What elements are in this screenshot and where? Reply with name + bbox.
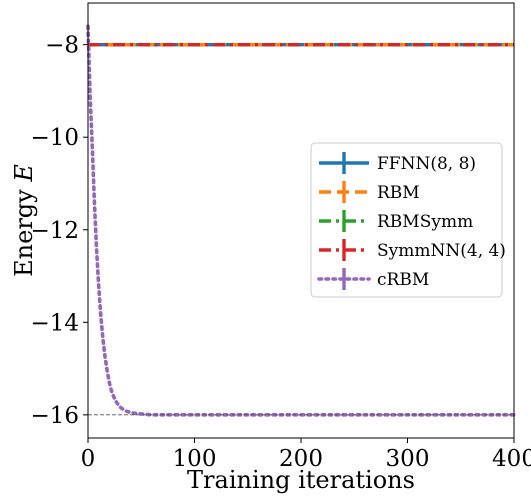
y-tick-label-0: −8: [45, 33, 79, 59]
x-tick-label-1: 100: [173, 446, 217, 472]
y-tick-label-3: −14: [30, 310, 79, 336]
y-axis-label-prefix: Energy: [10, 182, 38, 277]
legend-label-0: FFNN(8, 8): [377, 154, 476, 174]
legend-label-4: cRBM: [377, 270, 429, 290]
y-axis-label-symbol: E: [10, 164, 38, 183]
x-tick-label-3: 300: [386, 446, 430, 472]
y-tick-label-4: −16: [30, 403, 79, 429]
legend-label-1: RBM: [377, 183, 420, 203]
ticks-layer: 0 100 200 300 400 −8 −10 −12 −14 −16: [30, 33, 531, 472]
legend-box: [310, 142, 503, 298]
y-tick-label-2: −12: [30, 218, 79, 244]
x-axis-label: Training iterations: [187, 466, 415, 494]
legend-label-3: SymmNN(4, 4): [377, 241, 506, 261]
legend: FFNN(8, 8) RBM RBMSymm SymmNN(4, 4) cRBM: [310, 142, 506, 298]
x-tick-label-2: 200: [279, 446, 323, 472]
y-axis-label: Energy E: [10, 164, 38, 277]
x-tick-label-0: 0: [81, 446, 96, 472]
x-tick-label-4: 400: [492, 446, 531, 472]
y-tick-label-1: −10: [30, 125, 79, 151]
legend-label-2: RBMSymm: [377, 212, 473, 232]
